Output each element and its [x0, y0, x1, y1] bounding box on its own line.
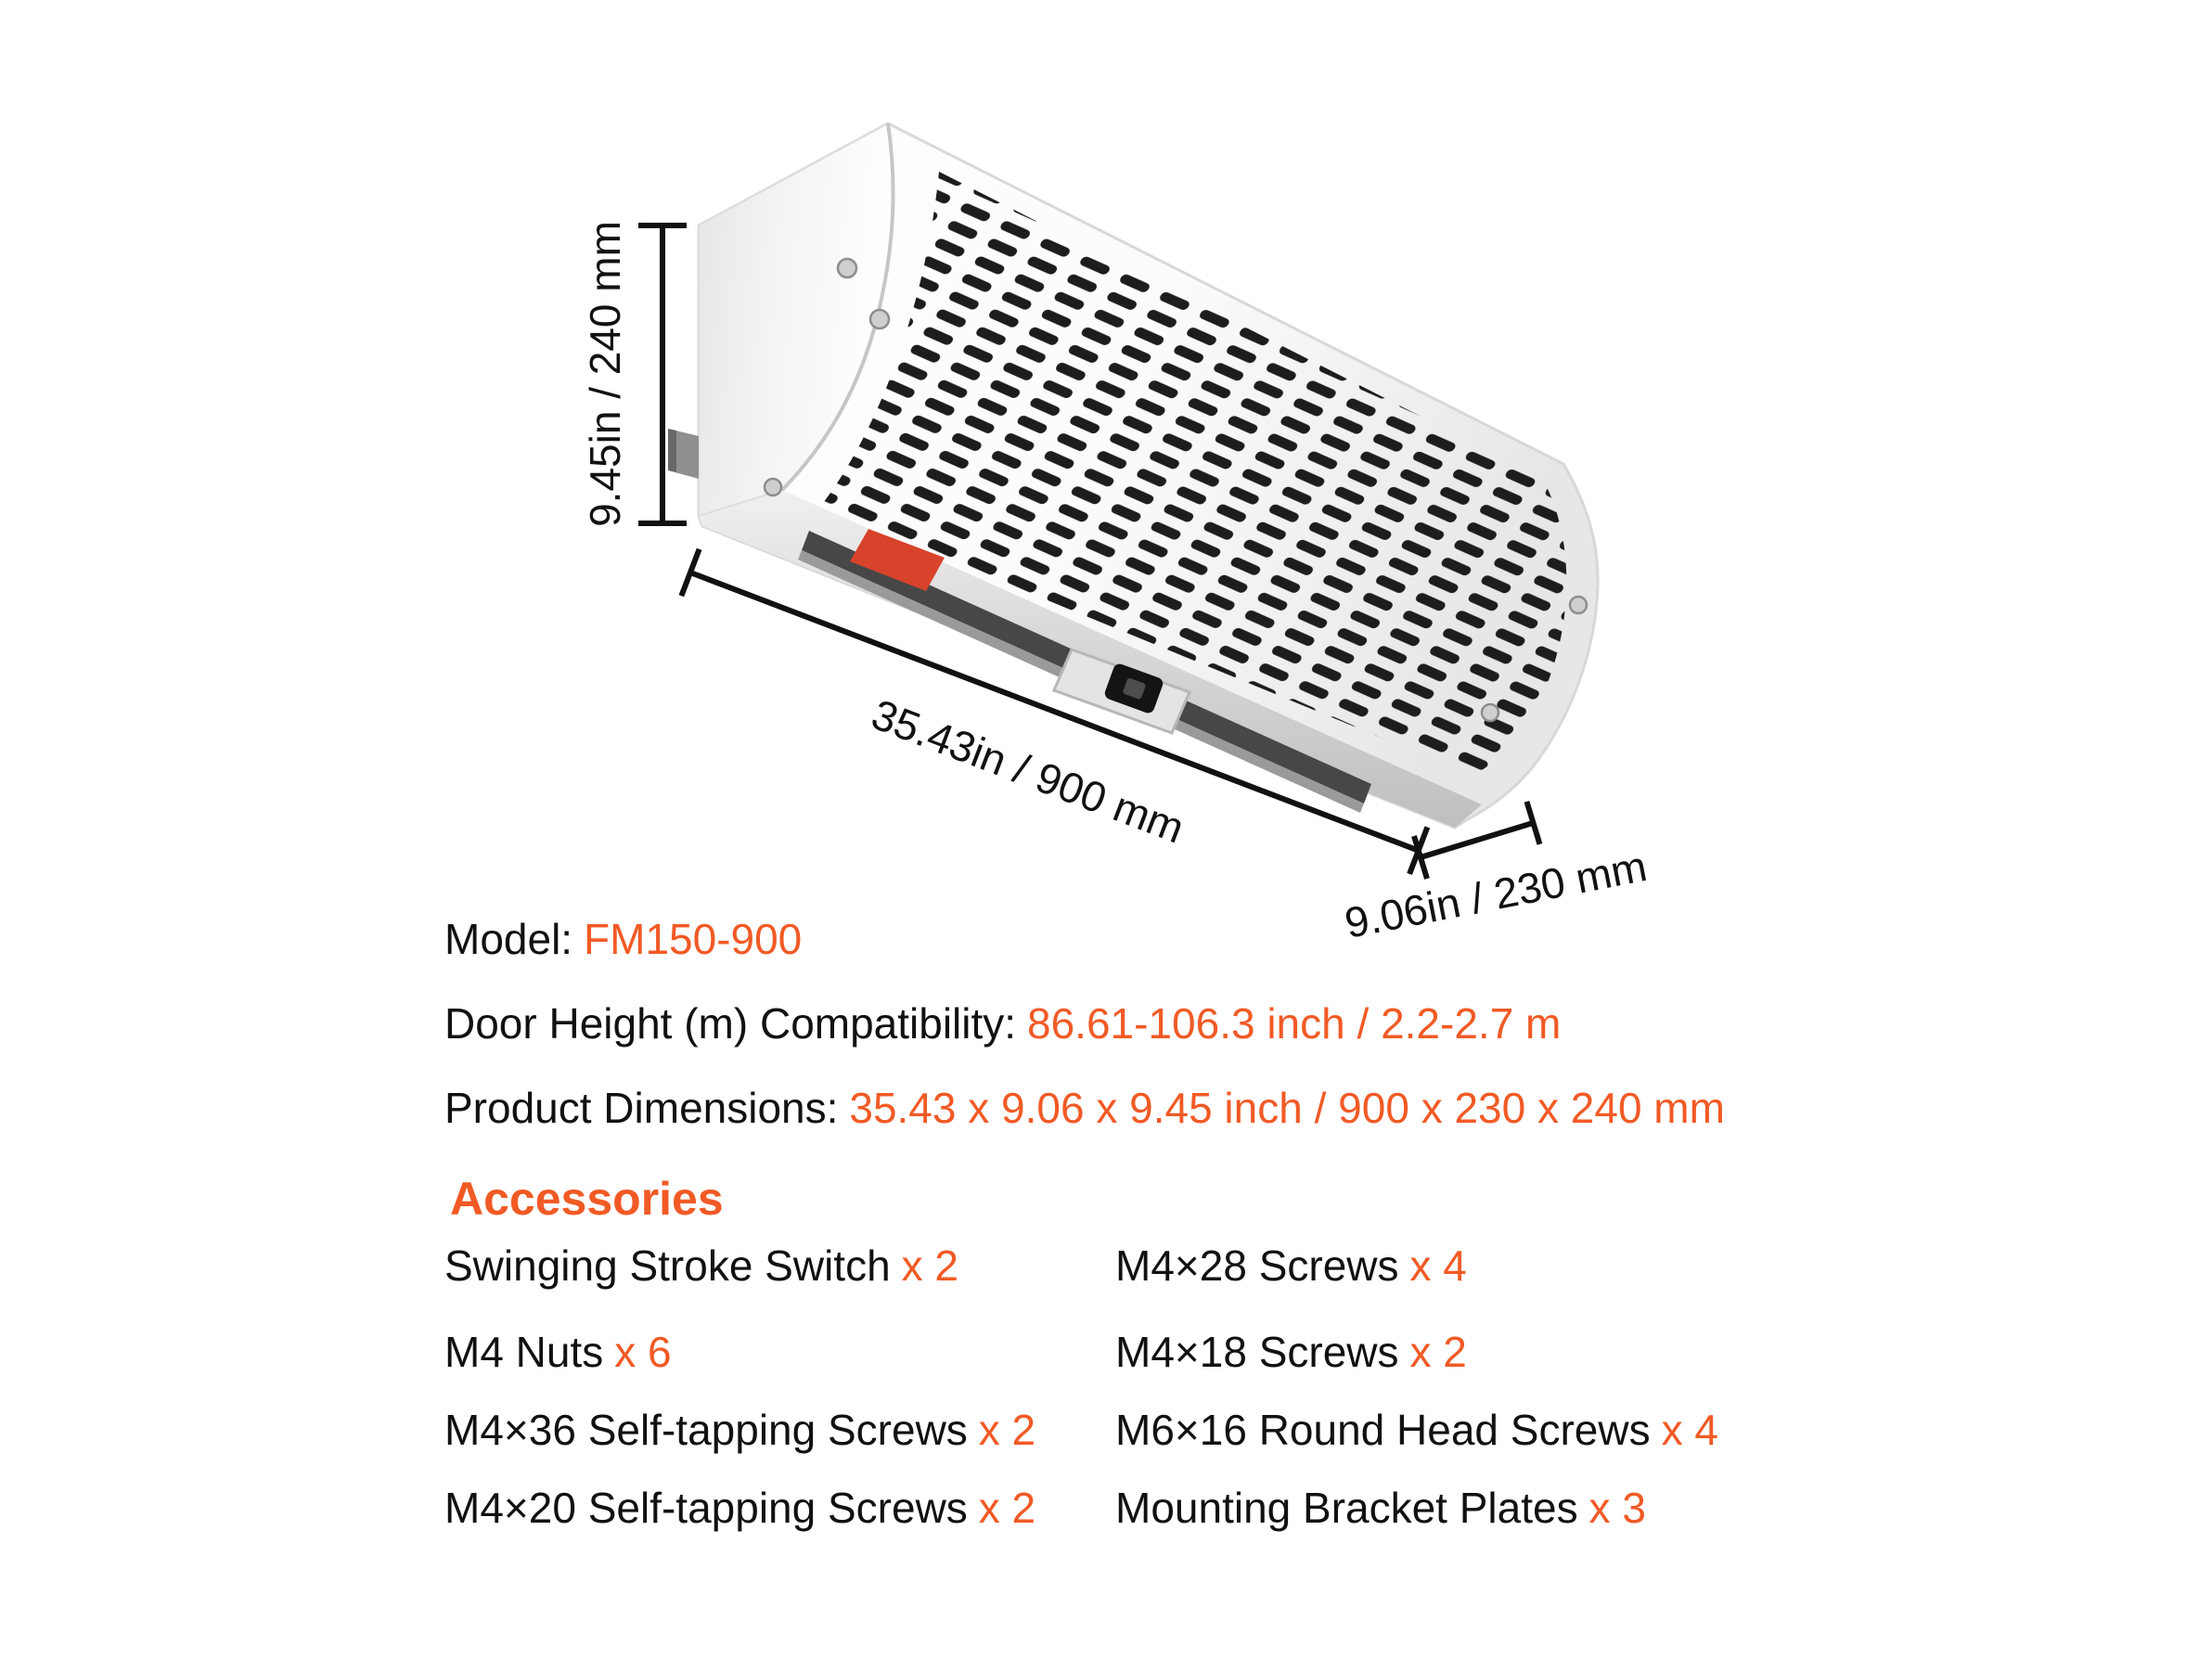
accessory-item: Swinging Stroke Switch x 2 [444, 1241, 958, 1291]
accessory-name: M4×28 Screws [1115, 1241, 1399, 1290]
accessory-item: M4×20 Self-tapping Screws x 2 [444, 1483, 1035, 1533]
power-switch [1051, 648, 1192, 735]
accessory-qty: x 6 [614, 1328, 672, 1376]
accessory-item: M6×16 Round Head Screws x 4 [1115, 1405, 1718, 1455]
accessory-name: M4×36 Self-tapping Screws [444, 1406, 968, 1454]
spec-dimensions: Product Dimensions: 35.43 x 9.06 x 9.45 i… [444, 1083, 1725, 1133]
screw-icon [868, 308, 891, 330]
cap-seam [780, 122, 895, 492]
accessory-item: M4×36 Self-tapping Screws x 2 [444, 1405, 1035, 1455]
height-dimension-line [638, 223, 687, 526]
accessories-title: Accessories [450, 1173, 724, 1225]
accessory-item: M4×18 Screws x 2 [1115, 1327, 1467, 1377]
accessory-name: M4 Nuts [444, 1328, 604, 1376]
accessory-qty: x 2 [978, 1406, 1036, 1454]
accessory-qty: x 2 [1409, 1328, 1467, 1376]
screw-icon [1568, 595, 1588, 615]
accessory-item: M4 Nuts x 6 [444, 1327, 672, 1377]
screw-icon [1480, 702, 1500, 723]
accessory-name: Swinging Stroke Switch [444, 1241, 891, 1290]
accessory-name: M6×16 Round Head Screws [1115, 1406, 1651, 1454]
accessory-qty: x 3 [1588, 1484, 1646, 1532]
spec-door-height: Door Height (m) Compatibility: 86.61-106.… [444, 998, 1561, 1048]
spec-door-height-label: Door Height (m) Compatibility: [444, 999, 1017, 1048]
screws [763, 257, 1588, 723]
spec-door-height-value: 86.61-106.3 inch / 2.2-2.7 m [1027, 999, 1562, 1048]
vent-grille [820, 172, 1567, 776]
accessory-item: Mounting Bracket Plates x 3 [1115, 1483, 1646, 1533]
accessory-qty: x 2 [978, 1484, 1036, 1532]
accessory-item: M4×28 Screws x 4 [1115, 1241, 1467, 1291]
spec-dimensions-value: 35.43 x 9.06 x 9.45 inch / 900 x 230 x 2… [849, 1084, 1725, 1132]
spec-model-value: FM150-900 [584, 915, 803, 963]
spec-dimensions-label: Product Dimensions: [444, 1084, 839, 1132]
mount-bracket [668, 429, 699, 479]
accessory-name: M4×18 Screws [1115, 1328, 1399, 1376]
accessory-qty: x 4 [1661, 1406, 1718, 1454]
depth-dimension-line [1411, 801, 1543, 880]
screw-icon [836, 257, 858, 279]
accessory-name: Mounting Bracket Plates [1115, 1484, 1578, 1532]
accessory-qty: x 2 [901, 1241, 958, 1290]
red-badge [850, 529, 945, 591]
screw-icon [763, 477, 783, 497]
accessory-name: M4×20 Self-tapping Screws [444, 1484, 968, 1532]
spec-model: Model: FM150-900 [444, 914, 802, 964]
height-dimension-label: 9.45in / 240 mm [581, 221, 629, 527]
accessory-qty: x 4 [1409, 1241, 1467, 1290]
spec-model-label: Model: [444, 915, 573, 963]
